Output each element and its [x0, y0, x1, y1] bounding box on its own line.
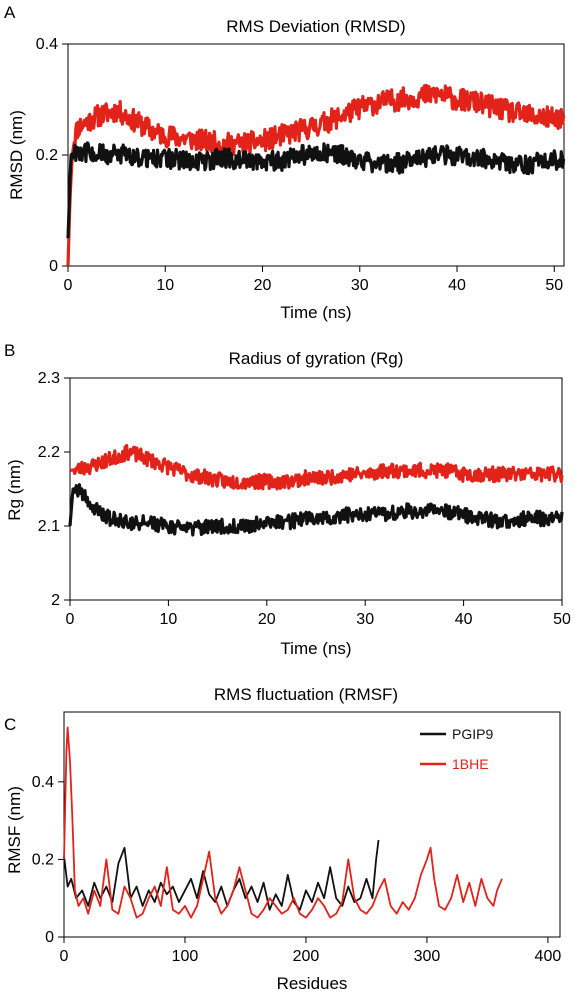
panel-b-plot-frame [69, 377, 563, 601]
panel-b-x-tick-label: 30 [356, 611, 374, 628]
panel-b-x-tick-label: 10 [160, 611, 178, 628]
panel-c-y-tick-label: 0 [45, 929, 54, 946]
panel-c-letter: C [4, 715, 16, 734]
panel-a-series-line [66, 141, 566, 239]
panel-b-letter: B [4, 341, 15, 360]
panel-b-y-tick-label: 2 [51, 592, 60, 609]
panel-a-y-tick-label: 0 [49, 258, 58, 275]
panel-b-y-axis-label: Rg (nm) [5, 459, 24, 520]
panel-b-x-tick-label: 40 [455, 611, 473, 628]
panel-c-series-line [63, 839, 380, 911]
panel-b-series [68, 443, 564, 537]
panel-b-ticks: 0 10 20 30 40 50 2 2.1 2.2 2.3 [38, 370, 571, 628]
legend-label-1bhe: 1BHE [452, 756, 489, 772]
panel-c-x-tick-label: 0 [60, 948, 69, 965]
panel-a-title: RMS Deviation (RMSD) [226, 17, 405, 36]
panel-c-series-line [63, 726, 503, 919]
panel-b-x-tick-label: 20 [258, 611, 276, 628]
panel-a-y-tick-label: 0.2 [36, 147, 58, 164]
panel-a-x-tick-label: 30 [351, 277, 369, 294]
panel-a-y-tick-label: 0.4 [36, 36, 58, 53]
panel-c-ticks: 0 100 200 300 400 0 0.2 0.4 [32, 774, 562, 965]
panel-c-plot-frame [63, 711, 561, 938]
panel-c-y-tick-label: 0.2 [32, 851, 54, 868]
panel-a-x-tick-label: 50 [545, 277, 563, 294]
panel-c-x-tick-label: 200 [293, 948, 320, 965]
legend-label-pgip9: PGIP9 [452, 726, 493, 742]
panel-c-x-tick-label: 300 [414, 948, 441, 965]
panel-c-title: RMS fluctuation (RMSF) [214, 685, 398, 704]
panel-a-x-axis-label: Time (ns) [280, 303, 351, 322]
panel-a-x-tick-label: 10 [156, 277, 174, 294]
panel-b-x-axis-label: Time (ns) [280, 639, 351, 658]
panel-a: A RMS Deviation (RMSD) Time (ns) RMSD (n… [4, 3, 566, 322]
panel-c-x-tick-label: 100 [172, 948, 199, 965]
panel-a-x-tick-label: 0 [64, 277, 73, 294]
panel-b-series-line [68, 483, 564, 537]
panel-c: C RMS fluctuation (RMSF) Residues RMSF (… [4, 685, 561, 993]
panel-b-title: Radius of gyration (Rg) [229, 349, 404, 368]
panel-a-x-tick-label: 20 [254, 277, 272, 294]
panel-c-x-tick-label: 400 [535, 948, 562, 965]
panel-a-y-axis-label: RMSD (nm) [7, 110, 26, 200]
panel-a-ticks: 0 10 20 30 40 50 0 0.2 0.4 [36, 36, 564, 294]
panel-c-y-tick-label: 0.4 [32, 774, 54, 791]
panel-a-x-tick-label: 40 [448, 277, 466, 294]
panel-a-series [66, 83, 566, 267]
panel-b-series-line [69, 443, 564, 491]
panel-c-series [63, 726, 503, 919]
panel-b-y-tick-label: 2.1 [38, 518, 60, 535]
panel-a-letter: A [4, 3, 16, 22]
panel-b: B Radius of gyration (Rg) Time (ns) Rg (… [4, 341, 571, 658]
panel-b-y-tick-label: 2.2 [38, 444, 60, 461]
panel-b-x-tick-label: 0 [66, 611, 75, 628]
panel-b-y-tick-label: 2.3 [38, 370, 60, 387]
panel-b-x-tick-label: 50 [553, 611, 571, 628]
panel-c-y-axis-label: RMSF (nm) [5, 786, 24, 874]
panel-c-legend: PGIP9 1BHE [420, 726, 493, 772]
panel-a-series-line [66, 83, 566, 267]
panel-c-x-axis-label: Residues [277, 974, 348, 993]
